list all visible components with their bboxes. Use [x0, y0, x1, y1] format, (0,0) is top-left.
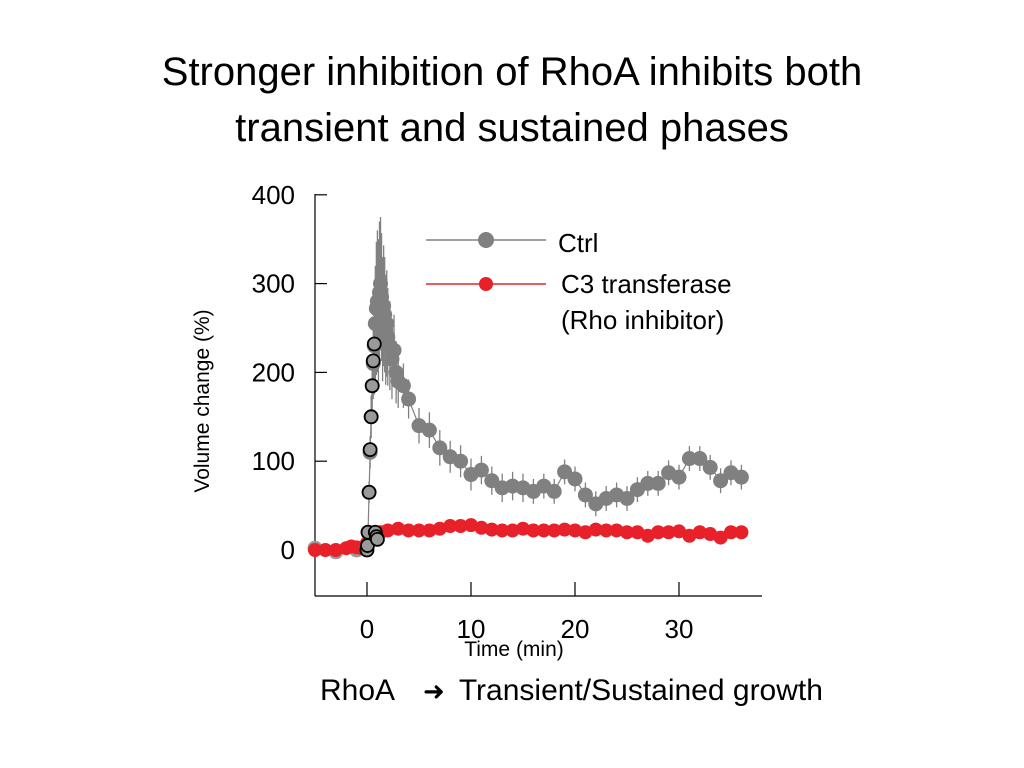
chart-axes: 0 100 200 300 400 0 10 20 30: [252, 180, 762, 644]
data-point: [651, 525, 666, 540]
data-point-rise: [369, 531, 385, 547]
legend-ctrl-label: Ctrl: [558, 228, 598, 258]
data-point: [640, 475, 656, 491]
data-point-rise: [362, 442, 378, 458]
data-point: [328, 543, 343, 557]
data-points: [307, 276, 749, 560]
data-point: [734, 525, 749, 540]
slide-title: Stronger inhibition of RhoA inhibits bot…: [0, 44, 1024, 156]
legend-c3-label-line: C3 transferase: [561, 269, 732, 299]
data-point: [547, 523, 562, 538]
data-point: [526, 523, 541, 538]
data-point: [546, 483, 562, 499]
data-point: [453, 519, 468, 534]
legend-c3-label: C3 transferase (Rho inhibitor): [561, 269, 732, 335]
data-point: [588, 522, 603, 537]
data-point: [395, 378, 411, 394]
chart-legend: Ctrl C3 transferase (Rho inhibitor): [426, 228, 732, 335]
y-tick-label: 200: [252, 357, 295, 387]
data-point: [308, 543, 322, 557]
x-tick-label: 0: [360, 614, 374, 644]
y-tick-label: 300: [252, 269, 295, 299]
x-axis-label: Time (min): [464, 638, 564, 661]
data-point: [702, 459, 718, 475]
data-point: [432, 440, 448, 456]
data-point: [516, 521, 530, 536]
data-point: [536, 523, 551, 538]
y-tick-label: 400: [252, 180, 295, 210]
data-point: [568, 523, 582, 538]
data-point: [379, 316, 395, 332]
slide-title-line1: Stronger inhibition of RhoA inhibits bot…: [161, 50, 863, 94]
data-point: [733, 469, 749, 485]
data-point-rise: [364, 378, 380, 394]
data-point: [453, 453, 469, 469]
data-point: [692, 451, 708, 467]
data-point-rise: [365, 353, 381, 369]
y-tick-label: 0: [281, 535, 295, 565]
data-point: [391, 521, 406, 536]
legend-ctrl-marker: [478, 232, 494, 248]
data-point: [577, 487, 593, 503]
caption-rhoa: RhoA: [320, 674, 396, 707]
data-point: [412, 523, 426, 538]
data-point-rise: [366, 336, 382, 352]
data-point: [713, 530, 728, 545]
slide-caption: RhoA ➜ Transient/Sustained growth: [320, 674, 823, 708]
data-point: [567, 471, 583, 487]
data-point: [373, 276, 389, 292]
data-point: [505, 523, 520, 538]
data-point: [422, 523, 437, 538]
slide-title-line2: transient and sustained phases: [235, 106, 789, 150]
data-point-rise: [363, 409, 379, 425]
data-point: [609, 523, 624, 538]
y-tick-label: 100: [252, 446, 295, 476]
caption-growth: Transient/Sustained growth: [458, 674, 823, 707]
data-point: [473, 462, 489, 478]
data-point: [484, 522, 499, 537]
x-tick-label: 20: [561, 614, 590, 644]
data-point: [619, 490, 635, 506]
data-point: [599, 523, 614, 538]
x-tick-label: 30: [665, 614, 694, 644]
data-point: [671, 469, 687, 485]
x-tick-label: 10: [457, 614, 486, 644]
data-point: [692, 525, 707, 540]
y-axis-label: Volume change (%): [191, 309, 214, 492]
data-point: [620, 525, 634, 540]
data-point: [557, 522, 572, 537]
data-point: [380, 523, 395, 538]
data-point: [386, 342, 402, 358]
data-point: [713, 473, 729, 489]
legend-c3-marker: [479, 277, 493, 291]
data-point: [474, 520, 489, 535]
data-point: [443, 519, 458, 534]
data-point: [661, 525, 676, 540]
data-point: [401, 391, 417, 407]
data-point-rise: [361, 484, 377, 500]
data-point: [421, 422, 437, 438]
data-point: [650, 475, 666, 491]
data-point: [681, 451, 697, 467]
data-point: [724, 525, 738, 540]
arrow-right-icon: ➜: [423, 676, 445, 706]
data-point: [401, 523, 416, 538]
data-point: [495, 523, 510, 538]
legend-c3-label-line: (Rho inhibitor): [561, 305, 724, 335]
data-point: [318, 543, 333, 557]
